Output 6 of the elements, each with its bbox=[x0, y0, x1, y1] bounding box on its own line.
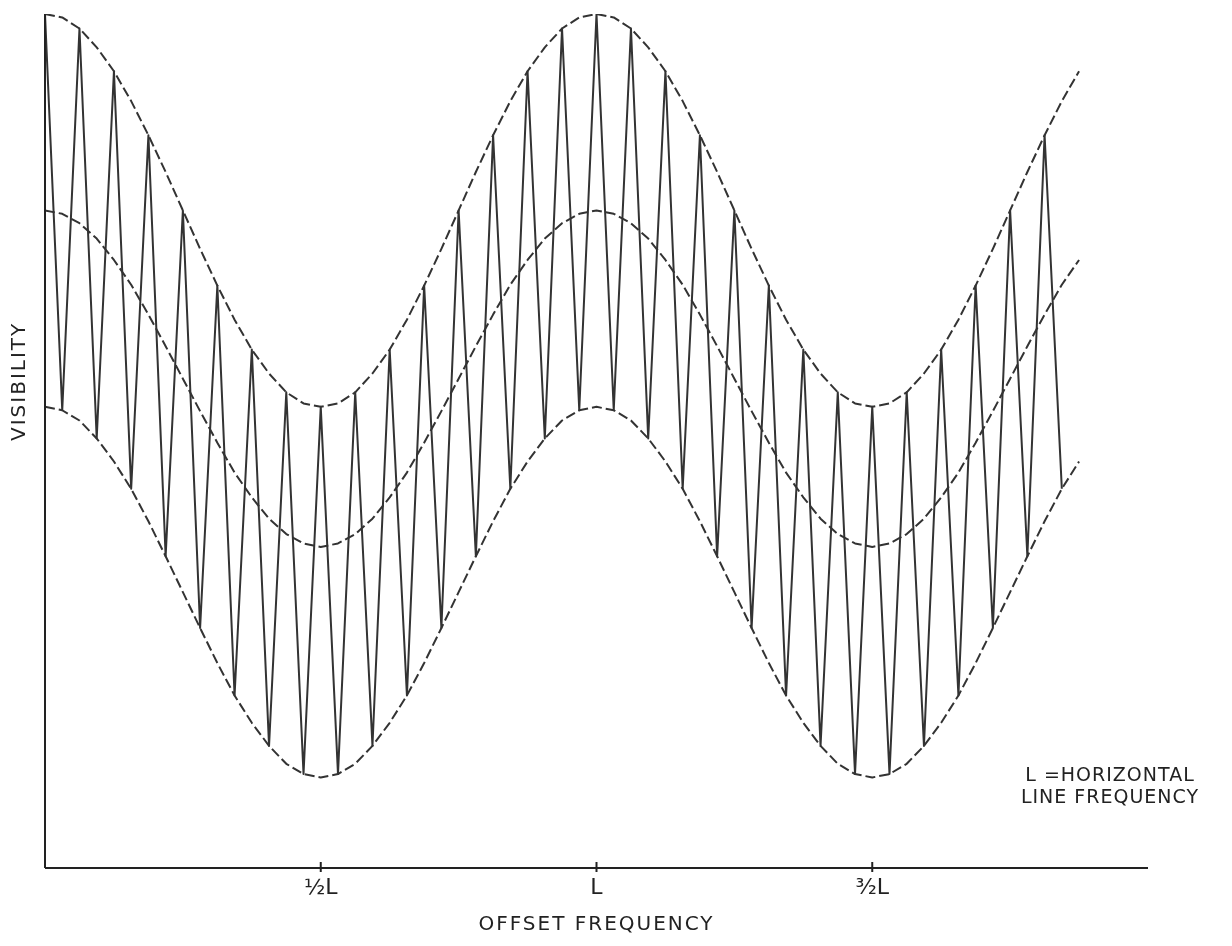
x-tick-label: ½L bbox=[303, 874, 339, 899]
x-tick-label: L bbox=[590, 874, 604, 899]
x-tick-label: ³⁄₂L bbox=[855, 874, 890, 899]
x-axis-title: OFFSET FREQUENCY bbox=[478, 911, 715, 936]
y-axis-title: VISIBILITY bbox=[6, 321, 31, 441]
annotation: L =HORIZONTAL LINE FREQUENCY bbox=[1019, 763, 1201, 807]
